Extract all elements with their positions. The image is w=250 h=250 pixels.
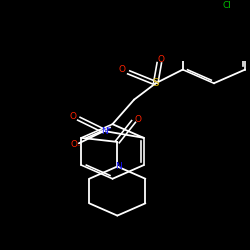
Text: O: O xyxy=(118,65,125,74)
Text: O: O xyxy=(70,112,77,121)
Text: O: O xyxy=(134,115,141,124)
Text: S: S xyxy=(152,78,159,88)
Text: +: + xyxy=(106,126,112,132)
Text: Cl: Cl xyxy=(223,1,232,10)
Text: N: N xyxy=(115,162,121,171)
Text: ⁻: ⁻ xyxy=(76,144,80,150)
Text: N: N xyxy=(101,126,107,136)
Text: O: O xyxy=(71,140,78,149)
Text: O: O xyxy=(158,54,165,64)
